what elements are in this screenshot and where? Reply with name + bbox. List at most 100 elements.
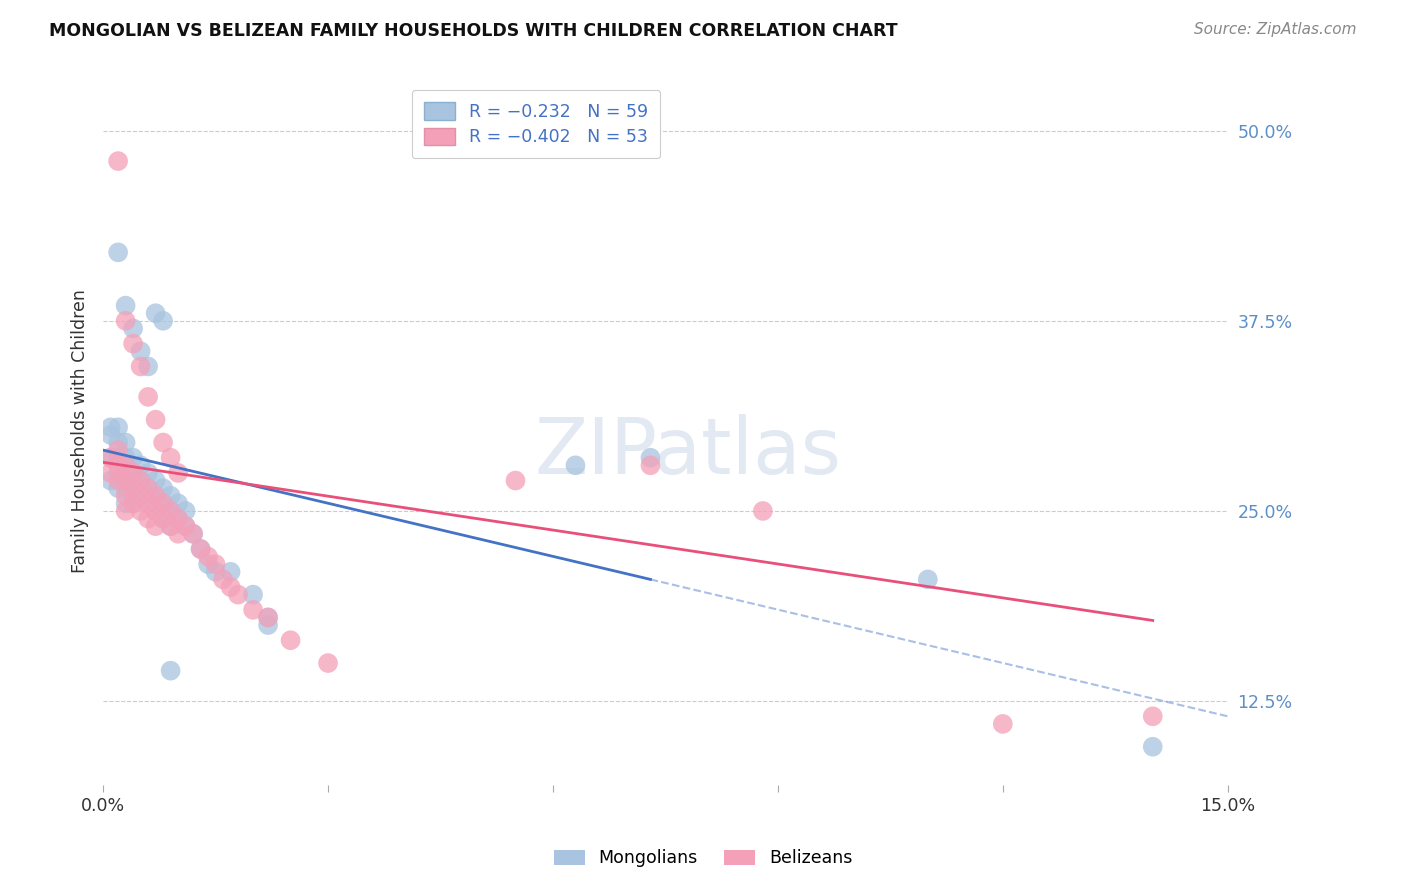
Point [136, 496, 159, 510]
Point [122, 466, 145, 480]
Point [122, 321, 145, 335]
Point [159, 519, 181, 533]
Point [100, 450, 122, 465]
Point [107, 450, 129, 465]
Point [152, 511, 174, 525]
Point [181, 526, 204, 541]
Point [114, 504, 136, 518]
Point [159, 504, 181, 518]
Point [174, 504, 197, 518]
Point [136, 359, 159, 374]
Point [107, 474, 129, 488]
Point [167, 511, 190, 525]
Point [1142, 709, 1164, 723]
Point [129, 489, 152, 503]
Point [129, 504, 152, 518]
Point [197, 558, 219, 572]
Point [316, 656, 339, 670]
Point [107, 481, 129, 495]
Point [114, 458, 136, 473]
Point [159, 519, 181, 533]
Point [107, 245, 129, 260]
Point [129, 474, 152, 488]
Legend: Mongolians, Belizeans: Mongolians, Belizeans [547, 843, 859, 874]
Point [152, 481, 174, 495]
Point [197, 549, 219, 564]
Point [167, 526, 190, 541]
Point [114, 474, 136, 488]
Point [145, 489, 167, 503]
Point [167, 466, 190, 480]
Point [107, 420, 129, 434]
Point [152, 435, 174, 450]
Point [640, 450, 662, 465]
Point [640, 458, 662, 473]
Point [114, 435, 136, 450]
Point [174, 519, 197, 533]
Point [159, 664, 181, 678]
Point [152, 496, 174, 510]
Point [100, 428, 122, 442]
Point [122, 466, 145, 480]
Point [122, 336, 145, 351]
Point [190, 541, 212, 556]
Point [167, 496, 190, 510]
Point [107, 443, 129, 458]
Point [152, 496, 174, 510]
Point [114, 481, 136, 495]
Point [204, 558, 226, 572]
Point [100, 466, 122, 480]
Legend: R = −0.232   N = 59, R = −0.402   N = 53: R = −0.232 N = 59, R = −0.402 N = 53 [412, 90, 661, 159]
Point [129, 344, 152, 359]
Point [145, 306, 167, 320]
Point [114, 314, 136, 328]
Point [190, 541, 212, 556]
Point [100, 420, 122, 434]
Point [114, 299, 136, 313]
Text: MONGOLIAN VS BELIZEAN FAMILY HOUSEHOLDS WITH CHILDREN CORRELATION CHART: MONGOLIAN VS BELIZEAN FAMILY HOUSEHOLDS … [49, 22, 898, 40]
Point [100, 474, 122, 488]
Point [114, 489, 136, 503]
Point [257, 610, 280, 624]
Point [122, 474, 145, 488]
Point [159, 504, 181, 518]
Point [181, 526, 204, 541]
Point [129, 489, 152, 503]
Point [122, 450, 145, 465]
Point [129, 359, 152, 374]
Point [145, 519, 167, 533]
Point [136, 481, 159, 495]
Point [100, 450, 122, 465]
Point [122, 496, 145, 510]
Point [152, 511, 174, 525]
Point [114, 466, 136, 480]
Point [991, 717, 1014, 731]
Point [122, 481, 145, 495]
Point [145, 504, 167, 518]
Point [159, 489, 181, 503]
Point [280, 633, 302, 648]
Point [136, 481, 159, 495]
Point [107, 466, 129, 480]
Point [167, 511, 190, 525]
Point [145, 489, 167, 503]
Point [159, 450, 181, 465]
Point [257, 610, 280, 624]
Point [152, 314, 174, 328]
Point [174, 519, 197, 533]
Point [212, 573, 235, 587]
Point [242, 588, 264, 602]
Point [136, 390, 159, 404]
Point [752, 504, 775, 518]
Point [136, 466, 159, 480]
Point [136, 511, 159, 525]
Point [107, 154, 129, 169]
Y-axis label: Family Households with Children: Family Households with Children [72, 289, 89, 573]
Point [145, 474, 167, 488]
Text: Source: ZipAtlas.com: Source: ZipAtlas.com [1194, 22, 1357, 37]
Point [122, 496, 145, 510]
Text: ZIPatlas: ZIPatlas [534, 414, 841, 491]
Point [136, 496, 159, 510]
Point [257, 618, 280, 632]
Point [1142, 739, 1164, 754]
